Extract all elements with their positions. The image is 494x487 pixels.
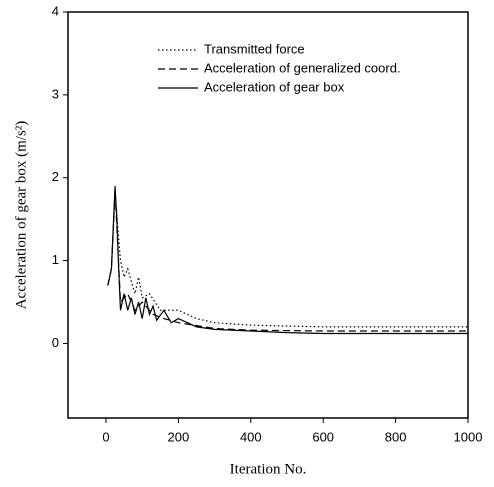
legend-label: Acceleration of generalized coord. bbox=[204, 60, 401, 75]
legend-label: Transmitted force bbox=[204, 41, 305, 56]
y-tick-label: 4 bbox=[52, 3, 59, 18]
x-tick-label: 800 bbox=[385, 429, 407, 444]
series-line bbox=[107, 185, 468, 335]
plot-frame bbox=[67, 11, 469, 419]
series-line bbox=[107, 194, 468, 328]
y-axis-label: Acceleration of gear box (m/s²) bbox=[13, 121, 29, 310]
x-tick-label: 1000 bbox=[454, 429, 483, 444]
y-tick-label: 1 bbox=[52, 252, 59, 267]
x-tick-label: 400 bbox=[240, 429, 262, 444]
x-tick-label: 600 bbox=[312, 429, 334, 444]
x-tick-label: 0 bbox=[102, 429, 109, 444]
y-tick-label: 0 bbox=[52, 335, 59, 350]
x-axis-label: Iteration No. bbox=[230, 461, 307, 477]
y-tick-label: 2 bbox=[52, 169, 59, 184]
y-tick-label: 3 bbox=[52, 86, 59, 101]
x-tick-label: 200 bbox=[168, 429, 190, 444]
series-line bbox=[107, 190, 468, 332]
legend-label: Acceleration of gear box bbox=[204, 79, 345, 94]
